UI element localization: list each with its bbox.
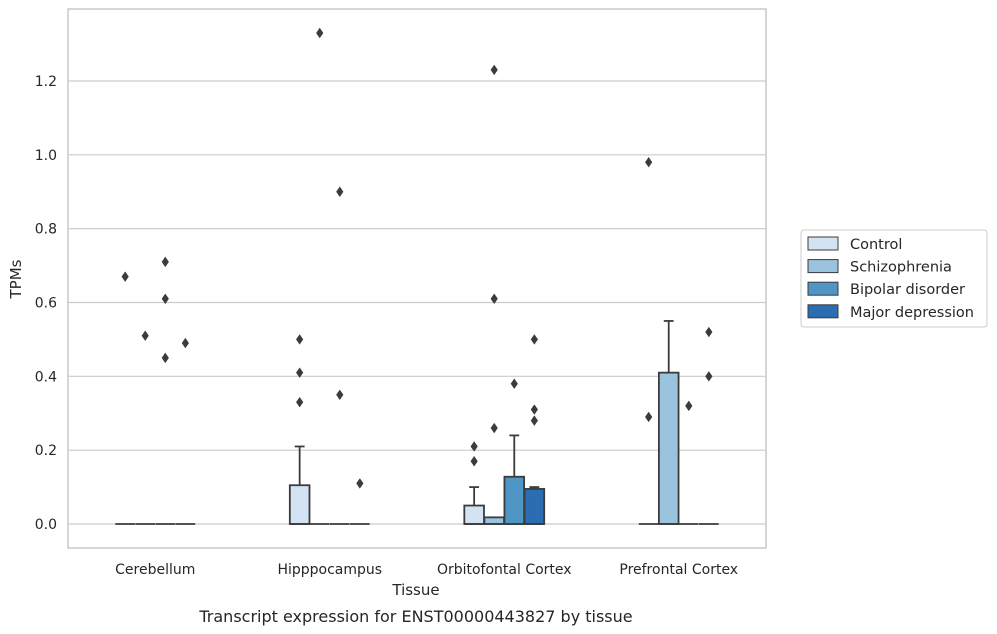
outlier-point	[356, 478, 364, 489]
outlier-point	[161, 352, 169, 364]
box-iqr	[483, 516, 505, 525]
outlier-point	[470, 441, 478, 452]
y-axis-label: TPMs	[7, 259, 25, 299]
box-iqr	[463, 504, 485, 525]
box-bipolar-disorder	[503, 434, 526, 525]
outlier-point	[490, 64, 498, 76]
y-tick-label: 0.6	[35, 295, 57, 311]
outlier-point	[705, 326, 713, 338]
x-tick-label: Orbitofontal Cortex	[437, 562, 572, 578]
outlier-point	[685, 400, 693, 412]
legend-swatch	[807, 281, 839, 296]
outlier-point	[316, 27, 324, 39]
legend-swatch	[807, 236, 839, 251]
outlier-point	[645, 411, 653, 423]
legend-label: Control	[850, 237, 902, 253]
legend-item: Schizophrenia	[807, 259, 952, 276]
legend-item: Bipolar disorder	[807, 281, 965, 298]
outlier-point	[530, 334, 538, 345]
box-iqr	[657, 371, 680, 525]
box-control	[288, 445, 311, 525]
boxes	[115, 320, 719, 525]
outlier-point	[336, 389, 344, 400]
outlier-point	[161, 256, 169, 268]
y-tick-label: 0.0	[35, 517, 57, 533]
legend-item: Major depression	[807, 304, 974, 321]
box-iqr	[523, 488, 546, 525]
legend-frame	[800, 229, 988, 328]
outlier-point	[296, 334, 304, 345]
outlier-point	[530, 415, 538, 426]
outlier-point	[645, 157, 653, 168]
x-tick-label: Cerebellum	[115, 562, 195, 578]
outlier-point	[296, 367, 304, 378]
gridlines	[68, 80, 766, 525]
y-tick-label: 1.0	[35, 148, 57, 164]
plot-frame	[67, 8, 767, 549]
chart-caption: Transcript expression for ENST0000044382…	[198, 607, 632, 626]
y-tick-label: 0.8	[35, 222, 57, 238]
outlier-point	[336, 186, 344, 197]
y-tick-label: 0.4	[35, 369, 57, 385]
outlier-point	[121, 271, 129, 282]
outlier-point	[161, 293, 169, 305]
legend-label: Major depression	[850, 305, 974, 321]
y-axis-ticks: 0.0 0.2 0.4 0.6 0.8 1.0 1.2	[35, 74, 57, 533]
box-schizophrenia	[483, 516, 505, 525]
outlier-point	[705, 371, 713, 382]
outlier-point	[490, 293, 498, 305]
outlier-point	[181, 337, 189, 349]
outlier-point	[470, 456, 478, 467]
x-axis-label: Tissue	[391, 581, 439, 599]
legend-label: Schizophrenia	[850, 260, 952, 276]
box-iqr	[503, 475, 526, 525]
y-tick-label: 0.2	[35, 443, 57, 459]
outlier-point	[490, 422, 498, 434]
box-major-depression	[523, 486, 546, 525]
outlier-point	[141, 330, 149, 341]
box-iqr	[288, 484, 311, 525]
outlier-point	[510, 378, 518, 389]
y-tick-label: 1.2	[35, 74, 57, 90]
box-control	[463, 486, 485, 525]
box-schizophrenia	[657, 320, 680, 525]
outlier-point	[530, 404, 538, 415]
x-axis-ticks: Cerebellum Hipppocampus Orbitofontal Corte…	[115, 562, 738, 578]
legend-swatch	[807, 304, 839, 319]
legend-item: Control	[807, 236, 902, 253]
outlier-point	[296, 396, 304, 408]
legend: Control Schizophrenia Bipolar disorder Majo…	[800, 229, 988, 328]
x-tick-label: Hipppocampus	[277, 562, 382, 578]
legend-swatch	[807, 259, 839, 274]
legend-label: Bipolar disorder	[850, 282, 965, 298]
outlier-points	[121, 27, 713, 489]
x-tick-label: Prefrontal Cortex	[619, 562, 738, 578]
